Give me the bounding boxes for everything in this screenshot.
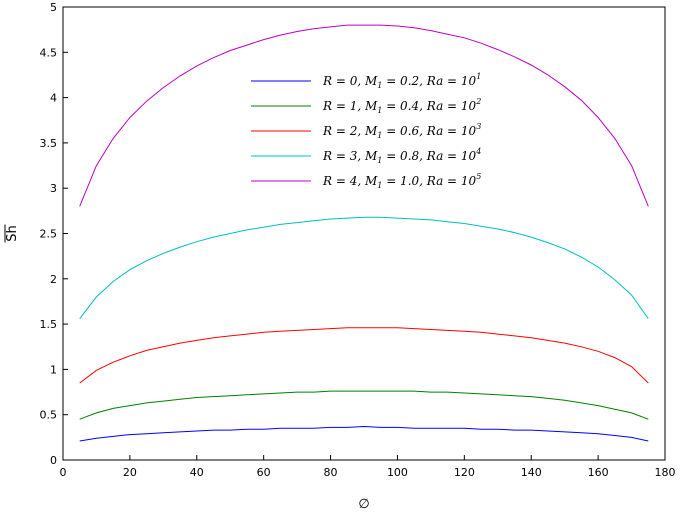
legend-text-part: = 1.0, Ra = 10	[382, 174, 476, 188]
x-tick-label: 180	[655, 466, 676, 479]
y-tick-label: 5	[50, 1, 57, 14]
legend-subscript: 1	[377, 131, 382, 140]
x-axis-label: ∅	[358, 497, 369, 512]
legend-text-part: = 0.2, Ra = 10	[382, 74, 476, 88]
legend-subscript: 1	[377, 106, 382, 115]
plot-area: 0 20 40 60 80 100 120 140 160 180 0 0.5 1 1.5 2 2.5 3 3.…	[40, 1, 676, 479]
series-line-2	[79, 390, 649, 420]
y-tick-label: 4	[50, 92, 57, 105]
x-tick-label: 120	[454, 466, 475, 479]
legend-subscript: 1	[377, 81, 382, 90]
y-tick-label: 2	[50, 273, 57, 286]
legend-text-part: R = 1, M	[322, 99, 378, 113]
legend-superscript: 5	[476, 172, 481, 181]
legend-subscript: 1	[377, 156, 382, 165]
y-tick-label: 1	[50, 363, 57, 376]
legend-label-2: R = 1, M1 = 0.4, Ra = 102	[322, 97, 481, 115]
series-line-1	[79, 425, 649, 442]
legend-text-part: = 0.6, Ra = 10	[382, 124, 476, 138]
legend-label-3: R = 2, M1 = 0.6, Ra = 103	[322, 122, 481, 140]
legend-text-part: = 0.4, Ra = 10	[382, 99, 476, 113]
y-axis-label: Sh	[5, 225, 20, 242]
legend-text-part: = 0.8, Ra = 10	[382, 149, 476, 163]
x-tick-label: 0	[60, 466, 67, 479]
x-tick-label: 40	[190, 466, 204, 479]
legend-label-1: R = 0, M1 = 0.2, Ra = 101	[322, 72, 481, 90]
legend-text-part: R = 4, M	[322, 174, 378, 188]
series-line-3	[79, 327, 649, 384]
legend-label-5: R = 4, M1 = 1.0, Ra = 105	[322, 172, 481, 190]
series-layer	[79, 24, 649, 442]
legend-text-part: R = 3, M	[322, 149, 378, 163]
legend-superscript: 3	[476, 122, 481, 131]
x-tick-label: 80	[324, 466, 338, 479]
y-tick-label: 3	[50, 182, 57, 195]
x-tick-label: 100	[387, 466, 408, 479]
x-tick-label: 160	[588, 466, 609, 479]
y-axis: 0 0.5 1 1.5 2 2.5 3 3.5 4 4.5 5	[40, 1, 68, 467]
y-tick-label: 1.5	[40, 318, 58, 331]
legend-superscript: 4	[475, 147, 481, 156]
y-tick-label: 0.5	[40, 409, 58, 422]
series-line-4	[79, 216, 649, 320]
x-axis: 0 20 40 60 80 100 120 140 160 180	[60, 455, 676, 479]
x-tick-label: 20	[123, 466, 137, 479]
x-tick-label: 60	[257, 466, 271, 479]
legend-superscript: 1	[476, 72, 481, 81]
legend-text-part: R = 2, M	[322, 124, 378, 138]
legend-text-part: R = 0, M	[322, 74, 378, 88]
y-tick-label: 3.5	[40, 137, 58, 150]
y-tick-label: 2.5	[40, 228, 58, 241]
y-tick-label: 4.5	[40, 46, 58, 59]
x-tick-label: 140	[521, 466, 542, 479]
y-axis-label-group: Sh	[4, 224, 20, 243]
legend-subscript: 1	[377, 181, 382, 190]
legend-superscript: 2	[475, 97, 481, 106]
y-tick-label: 0	[50, 454, 57, 467]
series-line-5	[79, 24, 649, 207]
legend-label-4: R = 3, M1 = 0.8, Ra = 104	[322, 147, 481, 165]
